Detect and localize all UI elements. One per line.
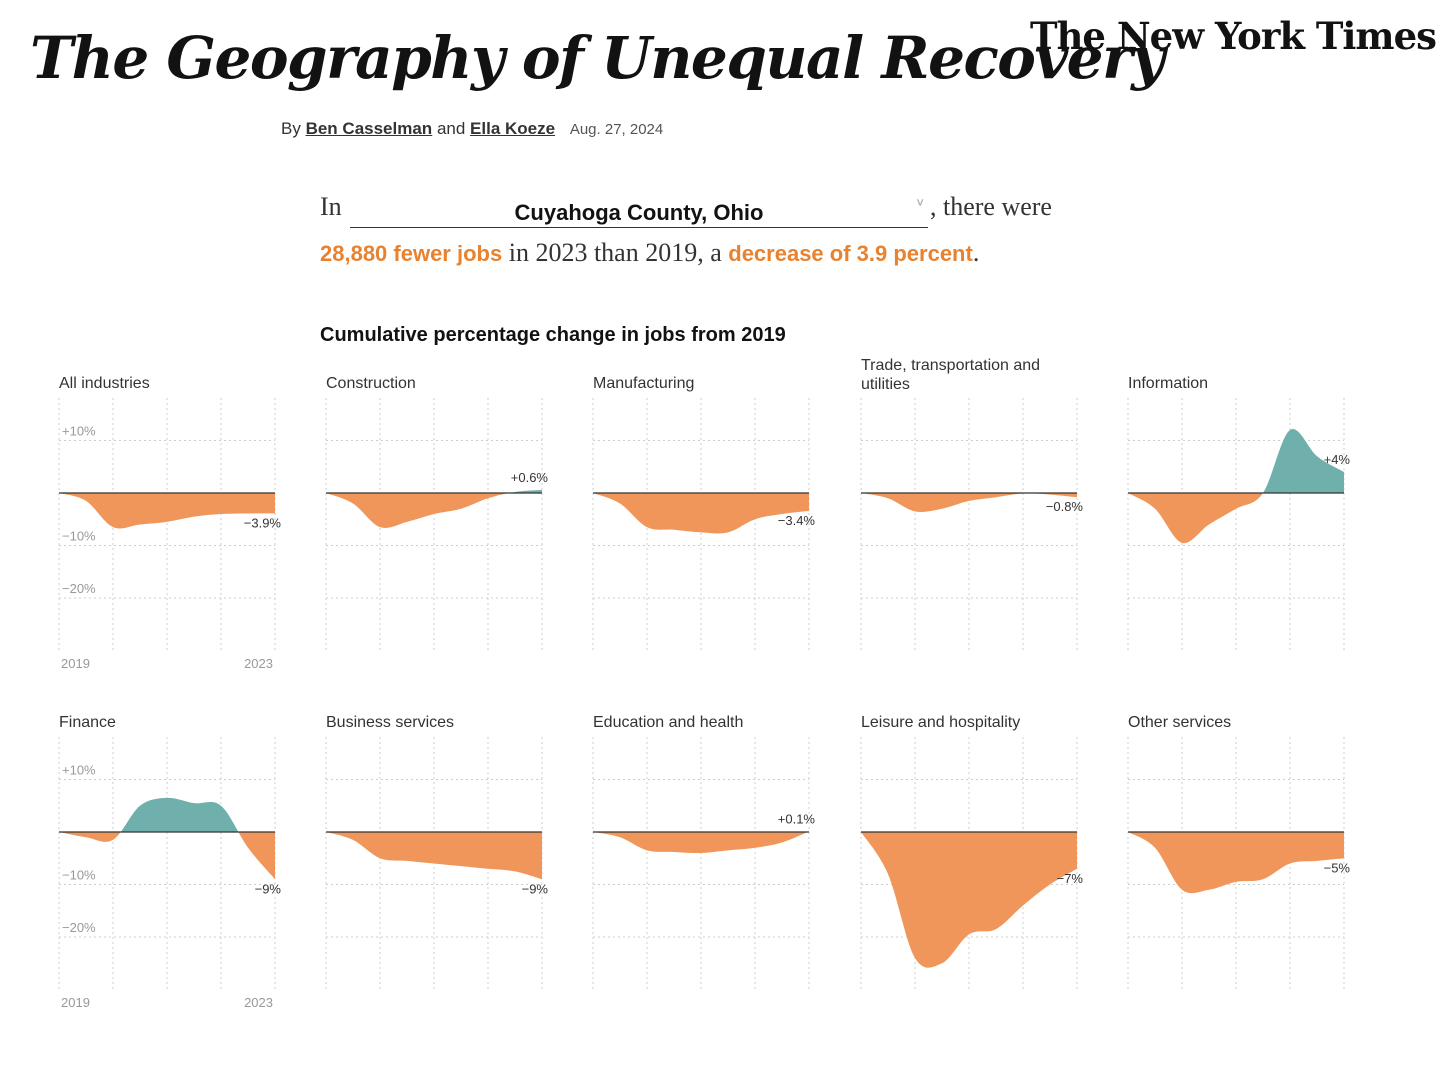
publish-date: Aug. 27, 2024 (569, 121, 664, 138)
end-value-label: −5% (1324, 860, 1351, 875)
x-tick-label: 2019 (61, 656, 90, 671)
lede-sentence: 28,880 fewer jobs in 2023 than 2019, a d… (320, 238, 979, 268)
end-value-label: −9% (255, 881, 282, 896)
chart-title: Cumulative percentage change in jobs fro… (320, 324, 786, 346)
x-tick-label: 2019 (61, 995, 90, 1010)
y-tick-label: −10% (62, 868, 96, 883)
panel-title: All industries (59, 375, 150, 392)
panel: −3.9% +10% −10% −20% 2019 2023 (58, 398, 282, 671)
panel: −5% (1127, 737, 1351, 990)
byline-and: and (436, 119, 466, 138)
x-tick-label: 2023 (244, 656, 273, 671)
byline-prefix: By (281, 119, 301, 138)
end-value-label: +0.1% (778, 811, 816, 826)
percent-change-highlight: decrease of 3.9 percent (728, 241, 973, 266)
panel-title: Leisure and hospitality (861, 714, 1021, 731)
lede-after-select: , there were (930, 192, 1052, 221)
end-value-label: −7% (1057, 871, 1084, 886)
negative-area (326, 832, 542, 880)
negative-area (59, 832, 275, 880)
panel: +0.6% (325, 398, 549, 651)
y-tick-label: +10% (62, 763, 96, 778)
panel-title: Information (1128, 375, 1209, 392)
panel: −7% (860, 737, 1084, 990)
county-select[interactable]: Cuyahoga County, Ohio ˅ (350, 195, 928, 228)
panel-title: Trade, transportation and utilities (861, 357, 1041, 393)
x-tick-label: 2023 (244, 995, 273, 1010)
panel-title: Other services (1128, 714, 1232, 731)
end-value-label: −3.4% (778, 513, 816, 528)
negative-area (1128, 493, 1344, 544)
negative-area (1128, 832, 1344, 894)
lede-in: In (320, 192, 342, 221)
negative-area (59, 493, 275, 529)
positive-area (59, 797, 275, 832)
panel: −0.8% (860, 398, 1084, 651)
panel: −9% (325, 737, 549, 990)
panel-title: Education and health (593, 714, 744, 731)
panel-title: Business services (326, 714, 455, 731)
byline: By Ben Casselman and Ella Koeze Aug. 27,… (281, 119, 663, 139)
end-value-label: −0.8% (1046, 499, 1084, 514)
end-value-label: +4% (1324, 452, 1351, 467)
end-value-label: −9% (522, 881, 549, 896)
y-tick-label: −20% (62, 581, 96, 596)
panel-title: Construction (326, 375, 416, 392)
y-tick-label: +10% (62, 424, 96, 439)
jobs-change-highlight: 28,880 fewer jobs (320, 241, 503, 266)
county-select-value: Cuyahoga County, Ohio (514, 200, 764, 225)
headline: The Geography of Unequal Recovery (30, 24, 1165, 92)
panel: +4% (1127, 398, 1351, 651)
panel: −3.4% (592, 398, 816, 651)
y-tick-label: −20% (62, 920, 96, 935)
y-tick-label: −10% (62, 529, 96, 544)
positive-area (1128, 429, 1344, 493)
panel: −9% +10% −10% −20% 2019 2023 (58, 737, 282, 1010)
negative-area (861, 832, 1077, 968)
author-link-1[interactable]: Ben Casselman (305, 119, 433, 138)
negative-area (593, 832, 809, 854)
lede-end: . (972, 238, 980, 267)
chevron-down-icon: ˅ (916, 195, 924, 210)
negative-area (326, 493, 542, 528)
lede-middle: in 2023 than 2019, a (502, 238, 729, 267)
end-value-label: −3.9% (244, 515, 282, 530)
panel-title: Finance (59, 714, 116, 731)
panel-title: Manufacturing (593, 375, 695, 392)
negative-area (593, 493, 809, 534)
end-value-label: +0.6% (511, 470, 549, 485)
nyt-logo[interactable]: The New York Times (1030, 14, 1437, 58)
author-link-2[interactable]: Ella Koeze (470, 119, 556, 138)
panel: +0.1% (592, 737, 816, 990)
negative-area (861, 493, 1077, 512)
